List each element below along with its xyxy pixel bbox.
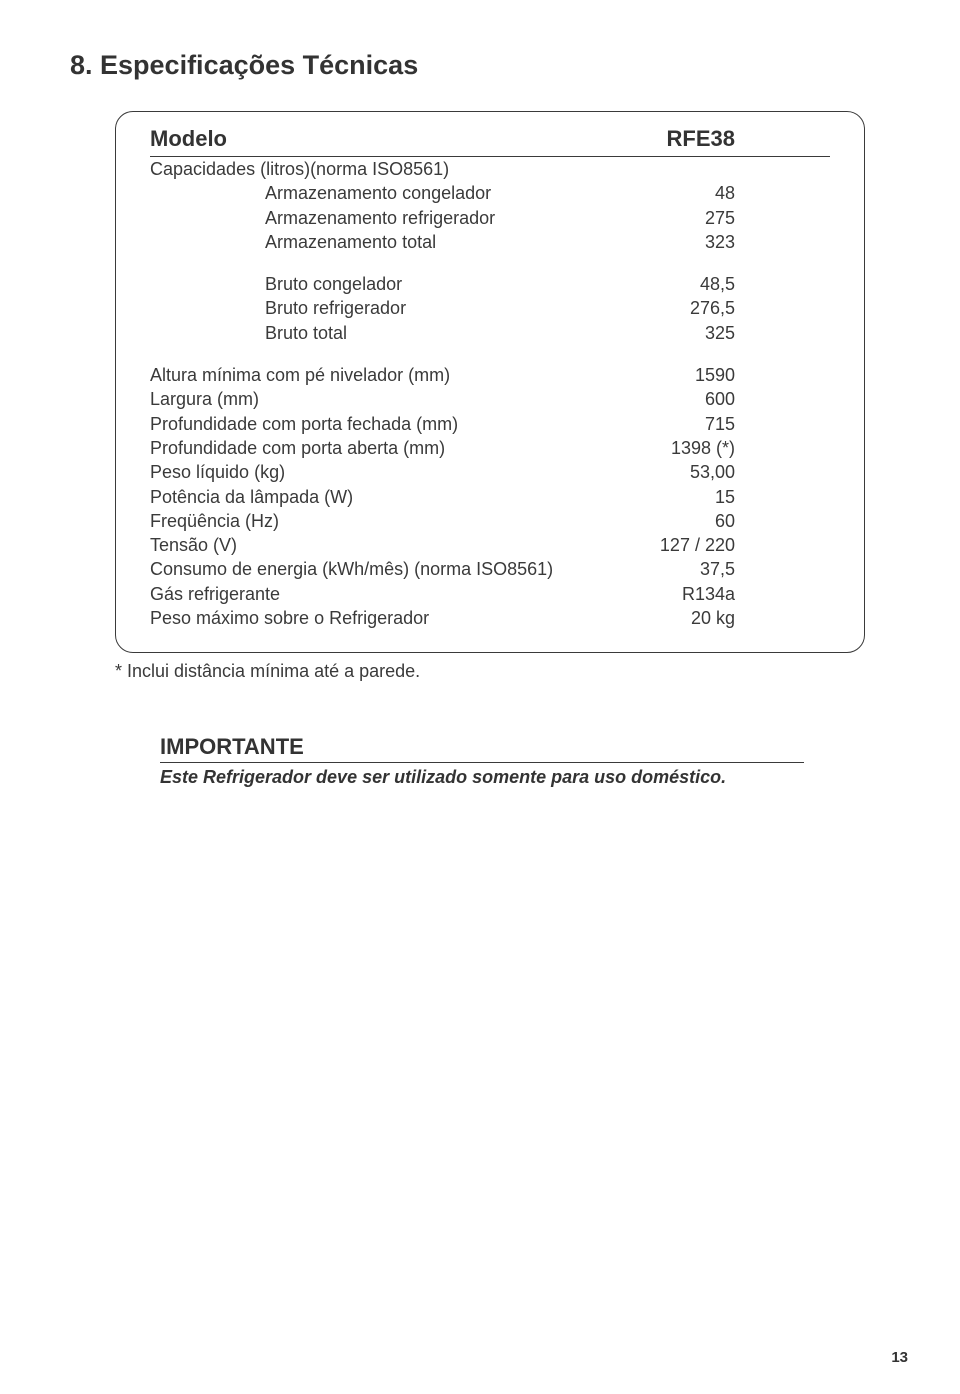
spec-label: Armazenamento congelador (150, 181, 491, 205)
spec-row: Bruto refrigerador 276,5 (150, 296, 830, 320)
spec-label: Peso líquido (kg) (150, 460, 285, 484)
header-value: RFE38 (667, 126, 735, 152)
spec-row: Tensão (V) 127 / 220 (150, 533, 830, 557)
spec-row: Altura mínima com pé nivelador (mm) 1590 (150, 363, 830, 387)
page-number: 13 (891, 1349, 908, 1366)
spec-value: 323 (705, 230, 735, 254)
spec-row: Largura (mm) 600 (150, 387, 830, 411)
important-title: IMPORTANTE (160, 734, 804, 763)
spec-value: 20 kg (691, 606, 735, 630)
spec-label: Bruto total (150, 321, 347, 345)
spec-row: Armazenamento total 323 (150, 230, 830, 254)
important-text: Este Refrigerador deve ser utilizado som… (160, 767, 875, 788)
spec-label: Armazenamento refrigerador (150, 206, 495, 230)
spec-row: Gás refrigerante R134a (150, 582, 830, 606)
spec-label: Tensão (V) (150, 533, 237, 557)
spec-row: Profundidade com porta fechada (mm) 715 (150, 412, 830, 436)
spec-label: Largura (mm) (150, 387, 259, 411)
header-label: Modelo (150, 126, 227, 152)
spec-row: Freqüência (Hz) 60 (150, 509, 830, 533)
spec-label: Gás refrigerante (150, 582, 280, 606)
spec-label: Armazenamento total (150, 230, 436, 254)
spec-label: Consumo de energia (kWh/mês) (norma ISO8… (150, 557, 553, 581)
spec-value: 60 (715, 509, 735, 533)
spec-value: 1590 (695, 363, 735, 387)
spec-row: Potência da lâmpada (W) 15 (150, 485, 830, 509)
spec-value: 276,5 (690, 296, 735, 320)
spec-value: 275 (705, 206, 735, 230)
spec-row: Peso líquido (kg) 53,00 (150, 460, 830, 484)
spec-label: Altura mínima com pé nivelador (mm) (150, 363, 450, 387)
spec-label: Freqüência (Hz) (150, 509, 279, 533)
spec-value: 48,5 (700, 272, 735, 296)
spec-label: Potência da lâmpada (W) (150, 485, 353, 509)
spec-value: 127 / 220 (660, 533, 735, 557)
table-header-row: Modelo RFE38 (150, 126, 830, 157)
footnote: * Inclui distância mínima até a parede. (115, 659, 875, 683)
spec-row: Armazenamento congelador 48 (150, 181, 830, 205)
spec-value: 53,00 (690, 460, 735, 484)
spec-value: 1398 (*) (671, 436, 735, 460)
spec-label: Profundidade com porta aberta (mm) (150, 436, 445, 460)
spec-label: Peso máximo sobre o Refrigerador (150, 606, 429, 630)
spec-row: Consumo de energia (kWh/mês) (norma ISO8… (150, 557, 830, 581)
spec-row: Profundidade com porta aberta (mm) 1398 (… (150, 436, 830, 460)
spec-label: Capacidades (litros)(norma ISO8561) (150, 157, 449, 181)
spec-label: Bruto congelador (150, 272, 402, 296)
spec-label: Bruto refrigerador (150, 296, 406, 320)
spec-label: Profundidade com porta fechada (mm) (150, 412, 458, 436)
section-title: 8. Especificações Técnicas (70, 50, 875, 81)
spec-row: Bruto congelador 48,5 (150, 272, 830, 296)
spec-value: 48 (715, 181, 735, 205)
spec-group-heading: Capacidades (litros)(norma ISO8561) (150, 157, 830, 181)
spec-row: Peso máximo sobre o Refrigerador 20 kg (150, 606, 830, 630)
important-box: IMPORTANTE Este Refrigerador deve ser ut… (160, 734, 875, 788)
spec-row: Armazenamento refrigerador 275 (150, 206, 830, 230)
spec-row: Bruto total 325 (150, 321, 830, 345)
spec-value: R134a (682, 582, 735, 606)
spec-value: 715 (705, 412, 735, 436)
spec-value: 15 (715, 485, 735, 509)
spec-table: Modelo RFE38 Capacidades (litros)(norma … (115, 111, 865, 653)
spec-value: 37,5 (700, 557, 735, 581)
spec-value: 600 (705, 387, 735, 411)
spec-value: 325 (705, 321, 735, 345)
